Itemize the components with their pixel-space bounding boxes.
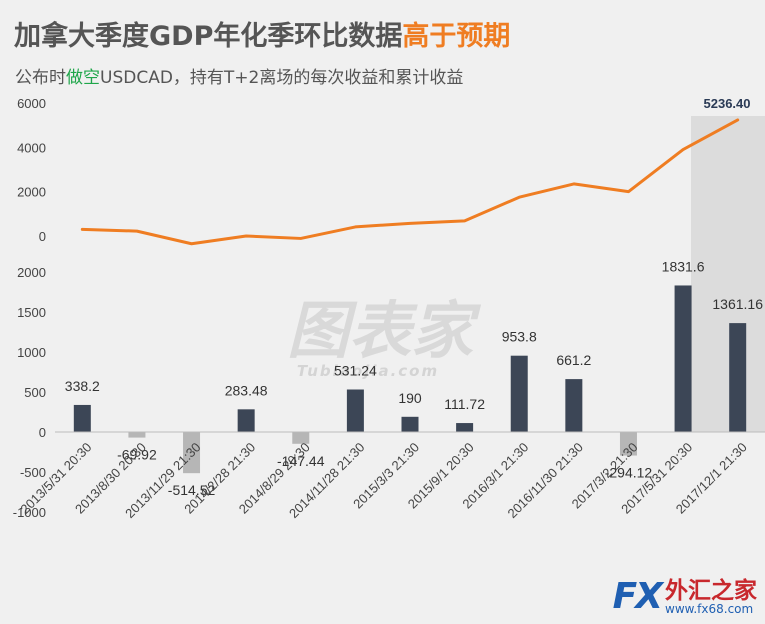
bar-ytick-label: 500 [24, 385, 46, 400]
bar [346, 389, 364, 432]
subtitle-suffix: USDCAD，持有T+2离场的每次收益和累计收益 [100, 68, 464, 88]
chart-subtitle: 公布时做空USDCAD，持有T+2离场的每次收益和累计收益 [15, 63, 463, 88]
line-last-value-label: 5236.40 [704, 96, 751, 111]
bar-ytick-label: 1000 [17, 345, 46, 360]
watermark-text: 图表家 [287, 294, 482, 367]
bar [73, 404, 91, 432]
line-ytick-label: 0 [39, 229, 46, 244]
bar-ytick-label: 0 [39, 425, 46, 440]
logo-fx: FX [612, 576, 663, 618]
last-period-highlight [691, 116, 765, 432]
bar-data-label: -69.92 [117, 447, 157, 463]
bar-data-label: 953.8 [502, 329, 537, 345]
bar [565, 379, 583, 432]
bar [401, 416, 419, 432]
bar [510, 355, 528, 432]
bar-data-label: -514.52 [168, 482, 216, 498]
bar [183, 432, 201, 474]
subtitle-prefix: 公布时 [15, 68, 66, 88]
bar-data-label: 283.48 [225, 382, 268, 398]
bar-ytick-label: 1500 [17, 305, 46, 320]
line-ytick-label: 2000 [17, 185, 46, 200]
watermark-sub: Tubiaojia.com [297, 362, 439, 380]
bar-data-label: 190 [398, 390, 422, 406]
bar-data-label: 1361.16 [712, 296, 763, 312]
bar-ytick-label: -1000 [13, 505, 46, 520]
bar-data-label: 661.2 [556, 352, 591, 368]
chart-title: 加拿大季度GDP年化季环比数据高于预期 [14, 14, 510, 53]
bar-ytick-label: -500 [20, 465, 46, 480]
bar [128, 432, 146, 438]
subtitle-highlight: 做空 [66, 68, 100, 88]
bar [619, 432, 637, 456]
line-ytick-label: 6000 [17, 96, 46, 111]
bar [674, 285, 692, 432]
cumulative-line [80, 118, 740, 246]
logo-cn: 外汇之家 [665, 577, 757, 604]
title-main: 加拿大季度GDP年化季环比数据 [14, 21, 403, 52]
bar-data-label: 338.2 [65, 378, 100, 394]
bar-data-label: 1831.6 [662, 258, 705, 274]
logo-url: www.fx68.com [665, 601, 754, 616]
bar-data-label: -147.44 [277, 453, 325, 469]
line-ytick-label: 4000 [17, 140, 46, 155]
title-highlight: 高于预期 [402, 21, 511, 52]
bar-data-label: 111.72 [444, 396, 485, 412]
bar [237, 409, 255, 432]
bar-ytick-label: 2000 [17, 265, 46, 280]
fx68-logo: FX 外汇之家 www.fx68.com [613, 579, 757, 616]
bar [729, 323, 747, 432]
bar-data-label: 531.24 [334, 363, 377, 379]
bar [292, 432, 310, 444]
bar [456, 423, 474, 432]
bar-data-label: -294.12 [605, 465, 653, 481]
